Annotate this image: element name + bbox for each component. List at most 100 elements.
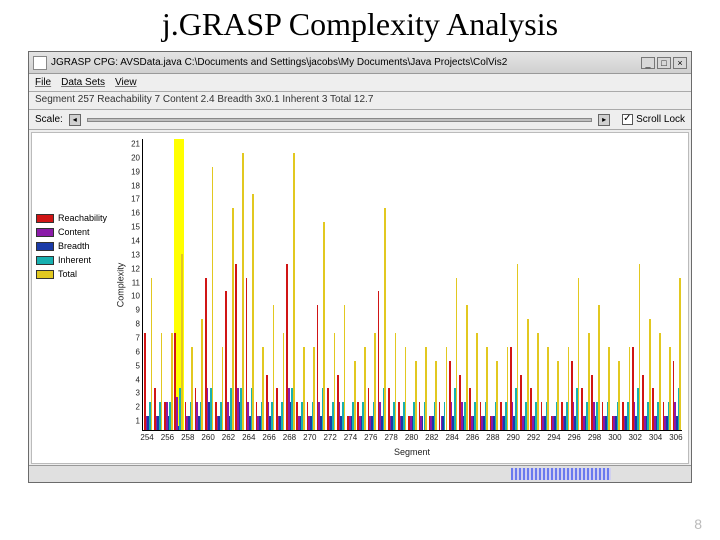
bar <box>608 347 610 430</box>
scale-left-button[interactable]: ◂ <box>69 114 81 126</box>
bar <box>415 361 417 430</box>
legend-item: Reachability <box>36 211 114 225</box>
app-icon <box>33 56 47 70</box>
status-hatch <box>511 468 611 480</box>
bar <box>669 347 671 430</box>
bar <box>354 361 356 430</box>
window-buttons: _ □ × <box>641 57 687 69</box>
x-tick: 260 <box>201 433 214 442</box>
bar <box>466 305 468 430</box>
bar <box>283 333 285 430</box>
legend-swatch <box>36 270 54 279</box>
bar <box>496 361 498 430</box>
y-tick: 9 <box>136 306 140 315</box>
scale-slider[interactable] <box>87 118 592 122</box>
bar <box>212 167 214 430</box>
y-tick: 17 <box>131 195 140 204</box>
bar <box>273 305 275 430</box>
x-tick: 278 <box>384 433 397 442</box>
bar <box>618 361 620 430</box>
menu-view[interactable]: View <box>115 77 137 88</box>
minimize-button[interactable]: _ <box>641 57 655 69</box>
bar <box>303 347 305 430</box>
menu-file[interactable]: File <box>35 77 51 88</box>
slide-title: j.GRASP Complexity Analysis <box>0 0 720 47</box>
x-tick: 266 <box>262 433 275 442</box>
scroll-lock-label: Scroll Lock <box>636 114 685 125</box>
x-tick: 258 <box>181 433 194 442</box>
y-tick: 19 <box>131 167 140 176</box>
bar <box>435 361 437 430</box>
bar <box>374 333 376 430</box>
bar <box>557 361 559 430</box>
bar <box>639 264 641 430</box>
bar <box>578 278 580 430</box>
y-tick: 20 <box>131 153 140 162</box>
x-tick: 282 <box>425 433 438 442</box>
y-tick: 8 <box>136 320 140 329</box>
scroll-lock-control[interactable]: Scroll Lock <box>622 114 685 125</box>
window-titlebar: JGRASP CPG: AVSData.java C:\Documents an… <box>29 52 691 74</box>
menu-datasets[interactable]: Data Sets <box>61 77 105 88</box>
bar <box>201 319 203 430</box>
bar <box>242 153 244 430</box>
bar <box>252 194 254 430</box>
y-tick: 4 <box>136 375 140 384</box>
x-tick: 264 <box>242 433 255 442</box>
x-tick: 288 <box>486 433 499 442</box>
bar <box>527 319 529 430</box>
app-window: JGRASP CPG: AVSData.java C:\Documents an… <box>28 51 692 483</box>
y-tick: 15 <box>131 223 140 232</box>
x-tick: 272 <box>323 433 336 442</box>
x-axis-label: Segment <box>394 447 430 457</box>
window-title-text: JGRASP CPG: AVSData.java C:\Documents an… <box>51 57 507 68</box>
scroll-lock-checkbox[interactable] <box>622 114 633 125</box>
y-axis: 123456789101112131415161718192021 <box>116 139 142 431</box>
x-tick: 290 <box>507 433 520 442</box>
legend-label: Reachability <box>58 213 107 223</box>
bar <box>537 333 539 430</box>
bar <box>151 278 153 430</box>
y-tick: 11 <box>132 278 140 287</box>
bar <box>232 208 234 430</box>
y-tick: 5 <box>136 361 140 370</box>
bar <box>507 347 509 430</box>
y-tick: 21 <box>131 140 140 149</box>
bar <box>191 347 193 430</box>
slide-page-number: 8 <box>694 516 702 532</box>
x-tick: 256 <box>161 433 174 442</box>
legend-label: Inherent <box>58 255 91 265</box>
legend-swatch <box>36 228 54 237</box>
legend-swatch <box>36 214 54 223</box>
y-tick: 10 <box>131 292 140 301</box>
bar <box>323 222 325 430</box>
scale-right-button[interactable]: ▸ <box>598 114 610 126</box>
close-button[interactable]: × <box>673 57 687 69</box>
x-tick: 284 <box>445 433 458 442</box>
bar <box>629 347 631 430</box>
status-bar <box>29 465 691 482</box>
bar <box>659 333 661 430</box>
x-tick: 274 <box>344 433 357 442</box>
y-tick: 14 <box>131 237 140 246</box>
bar <box>293 153 295 430</box>
x-tick: 262 <box>222 433 235 442</box>
legend-label: Content <box>58 227 90 237</box>
legend-item: Total <box>36 267 114 281</box>
bar <box>405 347 407 430</box>
y-tick: 3 <box>136 389 140 398</box>
menubar: File Data Sets View <box>29 74 691 92</box>
y-tick: 2 <box>136 403 140 412</box>
x-tick: 298 <box>588 433 601 442</box>
scale-bar: Scale: ◂ ▸ Scroll Lock <box>29 110 691 130</box>
scale-label: Scale: <box>35 114 63 125</box>
bar <box>364 347 366 430</box>
x-tick: 302 <box>629 433 642 442</box>
y-tick: 18 <box>131 181 140 190</box>
bar <box>161 333 163 430</box>
y-tick: 6 <box>136 347 140 356</box>
maximize-button[interactable]: □ <box>657 57 671 69</box>
legend-swatch <box>36 256 54 265</box>
bar <box>476 333 478 430</box>
x-tick: 306 <box>669 433 682 442</box>
